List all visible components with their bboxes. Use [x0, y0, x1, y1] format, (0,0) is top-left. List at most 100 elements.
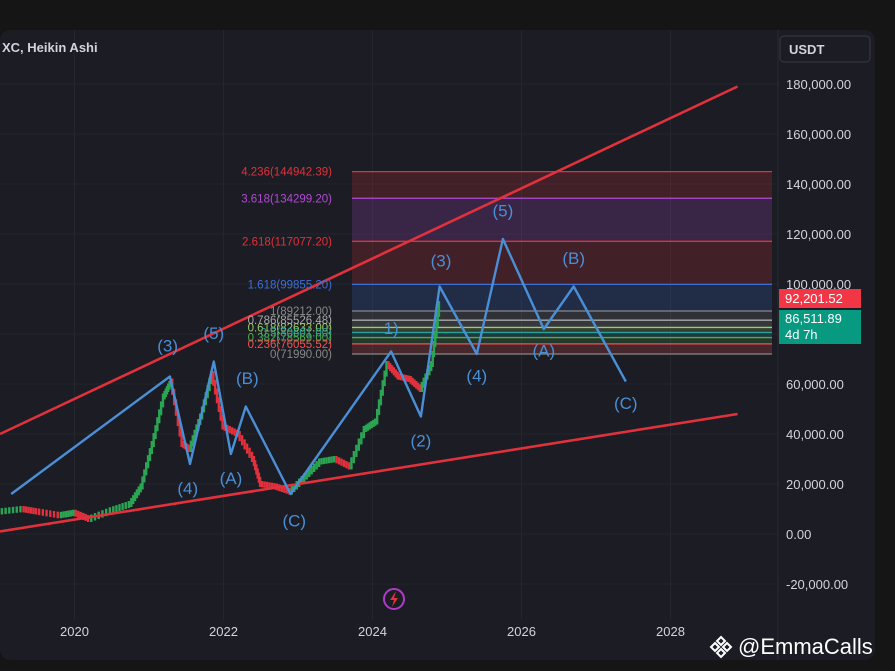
- candle: [45, 509, 48, 517]
- candle: [215, 388, 219, 404]
- candle: [72, 509, 75, 517]
- candle: [67, 510, 70, 517]
- candle: [381, 380, 384, 396]
- candle: [11, 506, 15, 514]
- candle: [330, 456, 333, 463]
- fib-label: 2.618(117077.20): [242, 236, 332, 248]
- fib-zone-4: [352, 310, 772, 321]
- candle: [245, 443, 249, 454]
- candle: [22, 506, 25, 513]
- candle: [139, 483, 142, 493]
- candle: [183, 441, 186, 449]
- candle: [360, 432, 363, 445]
- candle: [248, 447, 251, 458]
- candle: [154, 425, 157, 440]
- fibonacci-lines: [352, 170, 772, 355]
- elliott-wave-path: [10, 237, 627, 496]
- secondary-price-tag: 86,511.89 4d 7h: [779, 310, 861, 344]
- candle: [29, 507, 33, 514]
- y-tick-label: 20,000.00: [786, 477, 844, 492]
- candle: [49, 510, 52, 517]
- candle: [418, 384, 422, 392]
- candle: [79, 511, 82, 519]
- candle: [345, 461, 348, 469]
- wave-label-3: (3): [431, 252, 452, 271]
- currency-label: USDT: [789, 42, 824, 57]
- fib-zone-6: [352, 327, 772, 333]
- candle: [375, 408, 379, 425]
- candle: [303, 473, 306, 482]
- currency-button[interactable]: USDT: [779, 35, 871, 63]
- candle: [252, 456, 256, 467]
- candle: [37, 508, 41, 516]
- wave-label-1: 1): [384, 319, 399, 338]
- watermark-handle: @EmmaCalls: [738, 634, 873, 659]
- wave-label-4: (4): [466, 367, 487, 386]
- candle: [405, 375, 409, 382]
- candle: [263, 481, 266, 488]
- candle: [115, 505, 118, 513]
- candle: [161, 393, 165, 408]
- candle: [0, 508, 4, 515]
- candle: [340, 458, 343, 466]
- candle: [411, 377, 414, 386]
- candle: [388, 363, 392, 372]
- candle: [163, 391, 166, 400]
- trendline-lower: [0, 412, 738, 533]
- candle: [392, 367, 396, 376]
- candle: [436, 311, 439, 327]
- fib-label: 0.786(85526.48): [248, 315, 333, 327]
- price-axis: 180,000.00 160,000.00 140,000.00 120,000.00…: [786, 77, 851, 592]
- candle: [243, 439, 246, 450]
- candle: [141, 476, 144, 490]
- y-tick-label: 120,000.00: [786, 227, 851, 242]
- fib-label: 3.618(134299.20): [241, 193, 332, 205]
- candle: [24, 506, 28, 513]
- x-tick-label: 2022: [209, 624, 238, 639]
- candle: [191, 435, 194, 447]
- candle: [420, 381, 424, 392]
- fib-label: 1(89212.00): [270, 306, 332, 318]
- candle: [124, 502, 127, 510]
- candle: [186, 444, 190, 452]
- chart-panel: [0, 30, 875, 660]
- y-tick-label: 60,000.00: [786, 377, 844, 392]
- lightning-icon[interactable]: [383, 588, 405, 610]
- candle: [317, 458, 321, 467]
- fib-zone-9: [352, 343, 772, 355]
- candle: [260, 481, 264, 488]
- wave-line: [10, 237, 627, 496]
- fib-label: 0.5(80601.00): [260, 327, 332, 339]
- wave-label-5: (5): [203, 324, 224, 343]
- candle: [422, 377, 425, 388]
- candle: [428, 365, 431, 376]
- y-tick-label: 0.00: [786, 527, 811, 542]
- candle: [69, 510, 72, 517]
- candle: [257, 472, 261, 483]
- candle: [217, 397, 221, 412]
- current-price-text: 92,201.52: [785, 291, 843, 306]
- current-price-tag: 92,201.52: [779, 289, 861, 308]
- candle: [431, 351, 434, 367]
- y-tick-label: 160,000.00: [786, 127, 851, 142]
- candle: [347, 462, 351, 470]
- fib-label: 0(71990.00): [270, 349, 332, 361]
- candle: [283, 486, 286, 493]
- candle: [432, 341, 436, 357]
- fib-label: 0.236(76055.52): [248, 339, 333, 351]
- wave-label-4: (4): [177, 479, 198, 498]
- wave-label-2: (2): [411, 432, 432, 451]
- candle: [32, 507, 35, 515]
- x-tick-label: 2020: [60, 624, 89, 639]
- candle: [74, 509, 77, 517]
- candle: [156, 417, 159, 432]
- fib-zone-0: [352, 171, 772, 199]
- candle: [270, 482, 274, 490]
- fib-zone-3: [352, 284, 772, 311]
- candle: [434, 331, 437, 347]
- candle: [273, 483, 276, 490]
- fib-label: 0.618(82633.00): [248, 322, 333, 334]
- candle: [325, 457, 328, 464]
- candle: [131, 495, 135, 505]
